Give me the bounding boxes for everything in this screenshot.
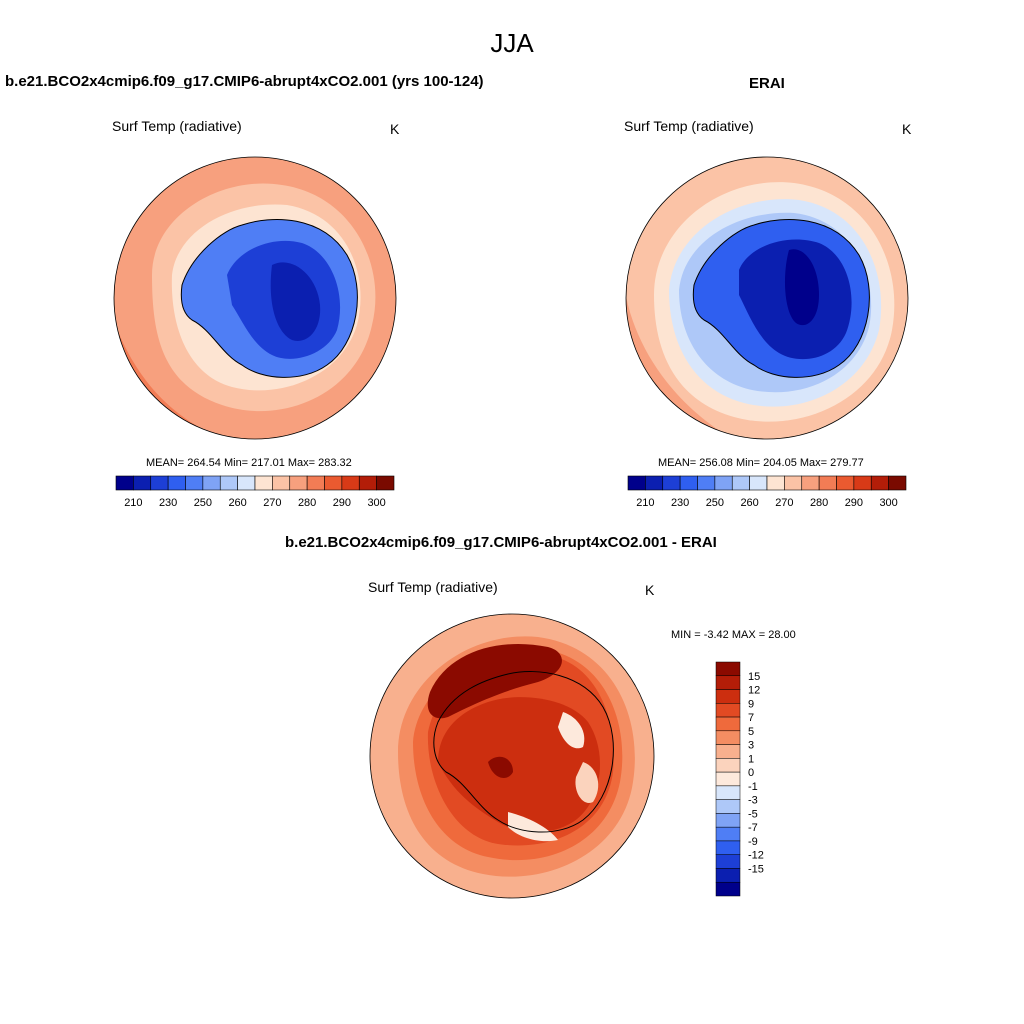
colorbar-tick-label: 210 xyxy=(124,497,142,509)
colorbar-tick-label: 230 xyxy=(671,497,689,509)
colorbar-swatch xyxy=(289,475,308,491)
colorbar-tick-label: 250 xyxy=(194,497,212,509)
colorbar-tick-label: 290 xyxy=(333,497,351,509)
colorbar-swatch xyxy=(749,475,768,491)
colorbar-swatch xyxy=(888,475,907,491)
panel1-variable: Surf Temp (radiative) xyxy=(112,118,242,134)
colorbar-swatch xyxy=(341,475,360,491)
panel2-variable: Surf Temp (radiative) xyxy=(624,118,754,134)
panel1-title: b.e21.BCO2x4cmip6.f09_g17.CMIP6-abrupt4x… xyxy=(5,73,484,90)
colorbar-swatch xyxy=(697,475,716,491)
colorbar-tick-label: 3 xyxy=(748,740,754,752)
colorbar-tick-label: 1 xyxy=(748,753,754,765)
colorbar-swatch xyxy=(272,475,291,491)
colorbar-swatch xyxy=(715,799,741,814)
colorbar-tick-label: -3 xyxy=(748,795,758,807)
colorbar-swatch xyxy=(715,771,741,787)
panel2-title: ERAI xyxy=(749,75,785,92)
colorbar-tick-label: 210 xyxy=(636,497,654,509)
colorbar-swatch xyxy=(185,475,204,491)
colorbar-tick-label: 5 xyxy=(748,726,754,738)
panel2-units: K xyxy=(902,121,912,137)
colorbar-swatch xyxy=(715,881,741,897)
colorbar-tick-label: -12 xyxy=(748,850,764,862)
colorbar-swatch xyxy=(202,475,221,491)
colorbar-tick-label: 0 xyxy=(748,767,754,779)
colorbar-swatch xyxy=(715,703,741,718)
colorbar-tick-label: 9 xyxy=(748,698,754,710)
colorbar-swatch xyxy=(715,716,741,732)
colorbar-swatch xyxy=(715,840,741,855)
panel2-map xyxy=(625,156,909,440)
colorbar-swatch xyxy=(150,475,169,491)
panel3-colorbar: 15 129 7 5 31 0 -1 -3-5 -7 -9 -12-15 xyxy=(715,661,764,897)
colorbar-tick-label: 7 xyxy=(748,712,754,724)
colorbar-swatch xyxy=(324,475,343,491)
panel2-colorbar: 210 230 250 260 270 280 290 300 xyxy=(627,475,907,509)
panel3-units: K xyxy=(645,582,655,598)
colorbar-swatch xyxy=(167,475,186,491)
colorbar-tick-label: -1 xyxy=(748,781,758,793)
colorbar-swatch xyxy=(627,475,646,491)
colorbar-swatch xyxy=(679,475,698,491)
colorbar-tick-label: -5 xyxy=(748,808,758,820)
colorbar-tick-label: 270 xyxy=(775,497,793,509)
colorbar-swatch xyxy=(715,785,741,800)
panel1-colorbar: 210 230 250 260 270 280 290 300 xyxy=(115,475,395,509)
colorbar-tick-label: 290 xyxy=(845,497,863,509)
colorbar-tick-label: 230 xyxy=(159,497,177,509)
colorbar-tick-label: 12 xyxy=(748,685,760,697)
panel3-stats: MIN = -3.42 MAX = 28.00 xyxy=(671,629,796,641)
colorbar-tick-label: 270 xyxy=(263,497,281,509)
colorbar-swatch xyxy=(853,475,872,491)
colorbar-swatch xyxy=(133,475,152,491)
colorbar-swatch xyxy=(715,758,741,773)
colorbar-swatch xyxy=(766,475,785,491)
panel1-units: K xyxy=(390,121,400,137)
panel1-stats: MEAN= 264.54 Min= 217.01 Max= 283.32 xyxy=(146,457,352,469)
colorbar-tick-label: -15 xyxy=(748,863,764,875)
colorbar-tick-label: 280 xyxy=(298,497,316,509)
colorbar-swatch xyxy=(715,675,741,690)
colorbar-tick-label: 260 xyxy=(228,497,246,509)
colorbar-swatch xyxy=(714,475,733,491)
colorbar-tick-label: 300 xyxy=(367,497,385,509)
panel3-variable: Surf Temp (radiative) xyxy=(368,579,498,595)
colorbar-tick-label: 250 xyxy=(706,497,724,509)
panel2-stats: MEAN= 256.08 Min= 204.05 Max= 279.77 xyxy=(658,457,864,469)
colorbar-swatch xyxy=(836,475,855,491)
colorbar-tick-label: 260 xyxy=(740,497,758,509)
page-title: JJA xyxy=(490,28,534,58)
colorbar-swatch xyxy=(358,475,377,491)
colorbar-swatch xyxy=(715,868,741,883)
colorbar-tick-label: -9 xyxy=(748,836,758,848)
colorbar-swatch xyxy=(870,475,889,491)
colorbar-swatch xyxy=(306,475,325,491)
colorbar-tick-label: 15 xyxy=(748,671,760,683)
colorbar-swatch xyxy=(376,475,395,491)
colorbar-swatch xyxy=(219,475,238,491)
colorbar-swatch xyxy=(715,744,741,759)
colorbar-swatch xyxy=(645,475,664,491)
colorbar-swatch xyxy=(662,475,681,491)
panel3-map xyxy=(369,613,655,899)
colorbar-tick-label: 280 xyxy=(810,497,828,509)
panel3-title: b.e21.BCO2x4cmip6.f09_g17.CMIP6-abrupt4x… xyxy=(285,534,717,551)
colorbar-tick-label: 300 xyxy=(879,497,897,509)
colorbar-swatch xyxy=(715,826,741,842)
colorbar-swatch xyxy=(818,475,837,491)
colorbar-swatch xyxy=(237,475,256,491)
colorbar-swatch xyxy=(254,475,273,491)
colorbar-swatch xyxy=(715,854,741,869)
colorbar-swatch xyxy=(115,475,134,491)
colorbar-swatch xyxy=(715,661,741,677)
colorbar-swatch xyxy=(784,475,803,491)
panel1-map xyxy=(113,156,397,440)
colorbar-swatch xyxy=(715,730,741,745)
colorbar-swatch xyxy=(715,689,741,704)
colorbar-swatch xyxy=(715,813,741,828)
colorbar-swatch xyxy=(731,475,750,491)
colorbar-tick-label: -7 xyxy=(748,822,758,834)
colorbar-swatch xyxy=(801,475,820,491)
